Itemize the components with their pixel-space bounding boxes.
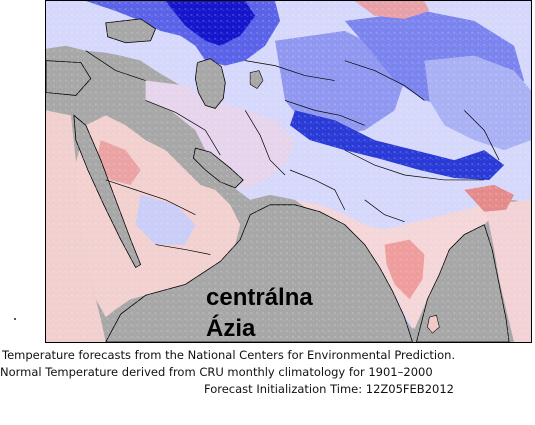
map-canvas <box>46 1 531 342</box>
map-caption: Temperature forecasts from the National … <box>0 347 535 398</box>
region-label-line1: centrálna <box>206 284 313 311</box>
region-label-line2: Ázia <box>206 315 256 342</box>
caption-line-normal: Normal Temperature derived from CRU mont… <box>0 365 433 379</box>
country-borders <box>85 50 500 255</box>
stray-mark <box>14 318 16 320</box>
temperature-anomaly-map <box>45 0 532 343</box>
region-label: centrálna Ázia <box>206 282 313 344</box>
caption-line-source: Temperature forecasts from the National … <box>2 348 456 362</box>
caption-line-init-time: Forecast Initialization Time: 12Z05FEB20… <box>204 382 454 396</box>
texture-overlay <box>46 1 531 342</box>
